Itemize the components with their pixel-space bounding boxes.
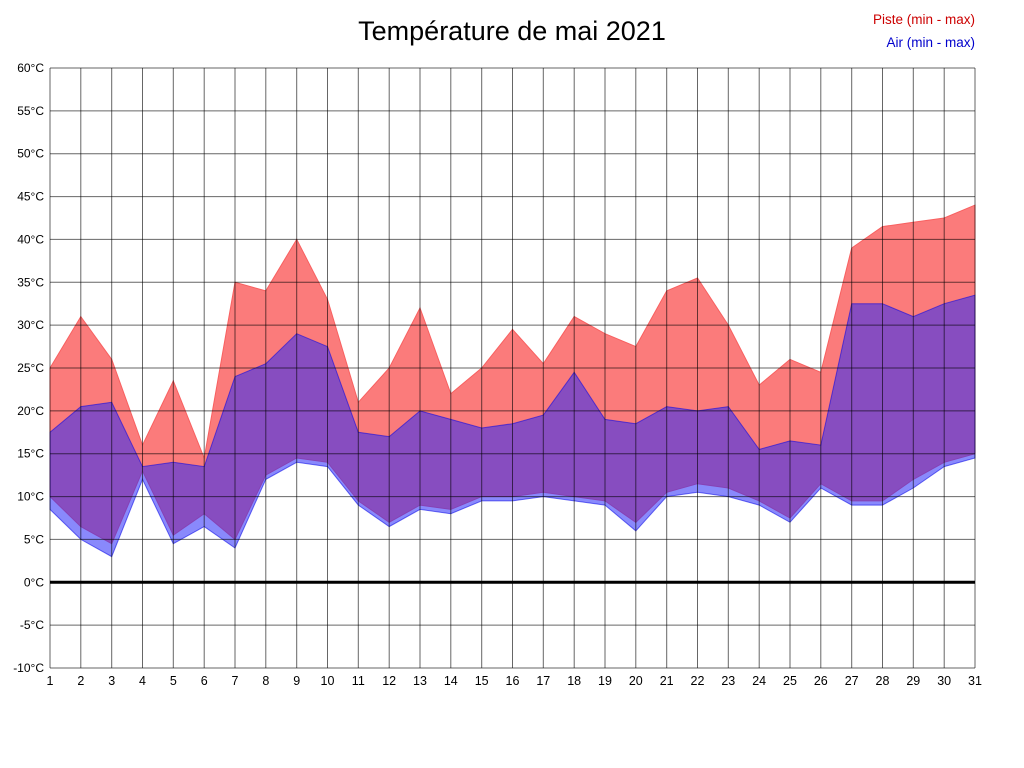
x-tick-label: 2 [77,674,84,688]
x-tick-label: 24 [752,674,766,688]
x-tick-label: 8 [262,674,269,688]
x-tick-label: 29 [906,674,920,688]
y-tick-label: 20°C [17,404,44,418]
x-tick-label: 28 [876,674,890,688]
x-tick-label: 25 [783,674,797,688]
x-tick-label: 27 [845,674,859,688]
x-tick-label: 22 [691,674,705,688]
plot-root: -10°C -5°C 0°C 5°C 10°C 15°C 20°C 25°C 30°C 35°C 4… [13,61,982,688]
legend-air-label: Air (min - max) [886,35,976,50]
x-tick-label: 16 [506,674,520,688]
x-tick-label: 6 [201,674,208,688]
x-tick-label: 7 [232,674,239,688]
x-tick-label: 31 [968,674,982,688]
y-tick-label: 25°C [17,361,44,375]
x-tick-label: 13 [413,674,427,688]
y-tick-label: 30°C [17,318,44,332]
chart-legend: Piste (min - max) Air (min - max) [873,8,975,54]
y-tick-label: 40°C [17,232,44,246]
x-tick-label: 15 [475,674,489,688]
x-tick-label: 30 [937,674,951,688]
y-tick-label: 5°C [24,532,44,546]
y-tick-label: 50°C [17,147,44,161]
legend-piste-label: Piste (min - max) [872,12,975,27]
x-tick-label: 5 [170,674,177,688]
x-tick-label: 18 [567,674,581,688]
y-tick-label: 15°C [17,447,44,461]
x-tick-label: 26 [814,674,828,688]
x-tick-label: 9 [293,674,300,688]
x-tick-label: 4 [139,674,146,688]
y-tick-label: 45°C [17,190,44,204]
x-tick-label: 12 [382,674,396,688]
grid-lines [49,67,976,669]
x-tick-label: 20 [629,674,643,688]
tick-labels: -10°C -5°C 0°C 5°C 10°C 15°C 20°C 25°C 30°C 35°C 4… [13,61,982,688]
y-tick-label: 35°C [17,275,44,289]
x-tick-label: 19 [598,674,612,688]
x-tick-label: 3 [108,674,115,688]
x-tick-label: 23 [721,674,735,688]
x-tick-label: 14 [444,674,458,688]
chart-title: Température de mai 2021 [358,16,666,46]
y-tick-label: 0°C [24,575,44,589]
y-tick-label: 60°C [17,61,44,75]
x-tick-label: 21 [660,674,674,688]
x-tick-label: 11 [352,674,365,688]
x-tick-label: 17 [536,674,550,688]
y-tick-label: 10°C [17,490,44,504]
y-tick-label: -10°C [13,661,44,675]
x-tick-label: 1 [47,674,54,688]
y-tick-label: -5°C [20,618,44,632]
y-tick-label: 55°C [17,104,44,118]
x-tick-label: 10 [321,674,335,688]
